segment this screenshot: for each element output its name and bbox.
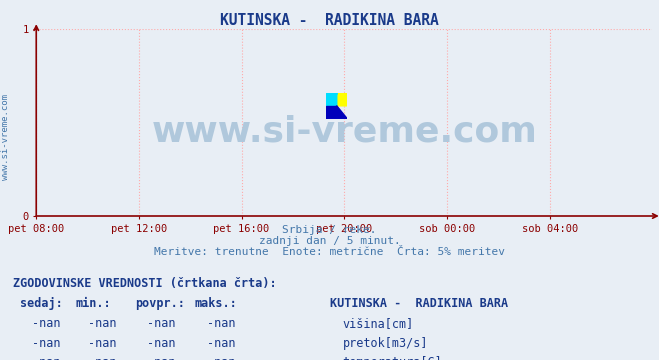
Text: www.si-vreme.com: www.si-vreme.com [1,94,10,180]
Text: -nan: -nan [206,317,235,330]
Text: -nan: -nan [88,356,117,360]
Text: Meritve: trenutne  Enote: metrične  Črta: 5% meritev: Meritve: trenutne Enote: metrične Črta: … [154,247,505,257]
Polygon shape [337,93,347,106]
Polygon shape [326,93,337,106]
Polygon shape [337,93,347,106]
Text: maks.:: maks.: [194,297,237,310]
Text: -nan: -nan [206,356,235,360]
Text: min.:: min.: [76,297,111,310]
Text: www.si-vreme.com: www.si-vreme.com [152,115,537,149]
Text: KUTINSKA -  RADIKINA BARA: KUTINSKA - RADIKINA BARA [330,297,507,310]
Text: -nan: -nan [88,317,117,330]
Text: -nan: -nan [147,356,176,360]
Text: -nan: -nan [206,337,235,350]
Text: višina[cm]: višina[cm] [343,317,414,330]
Text: zadnji dan / 5 minut.: zadnji dan / 5 minut. [258,236,401,246]
Text: -nan: -nan [32,317,61,330]
Text: -nan: -nan [32,337,61,350]
Text: povpr.:: povpr.: [135,297,185,310]
Text: ZGODOVINSKE VREDNOSTI (črtkana črta):: ZGODOVINSKE VREDNOSTI (črtkana črta): [13,277,277,290]
Text: sedaj:: sedaj: [20,297,63,310]
Polygon shape [326,106,347,119]
Text: -nan: -nan [32,356,61,360]
Text: Srbija / reke.: Srbija / reke. [282,225,377,235]
Text: pretok[m3/s]: pretok[m3/s] [343,337,428,350]
Text: -nan: -nan [147,317,176,330]
Text: -nan: -nan [147,337,176,350]
Text: -nan: -nan [88,337,117,350]
Polygon shape [326,93,337,106]
Text: temperatura[C]: temperatura[C] [343,356,442,360]
Polygon shape [326,106,337,119]
Text: KUTINSKA -  RADIKINA BARA: KUTINSKA - RADIKINA BARA [220,13,439,28]
